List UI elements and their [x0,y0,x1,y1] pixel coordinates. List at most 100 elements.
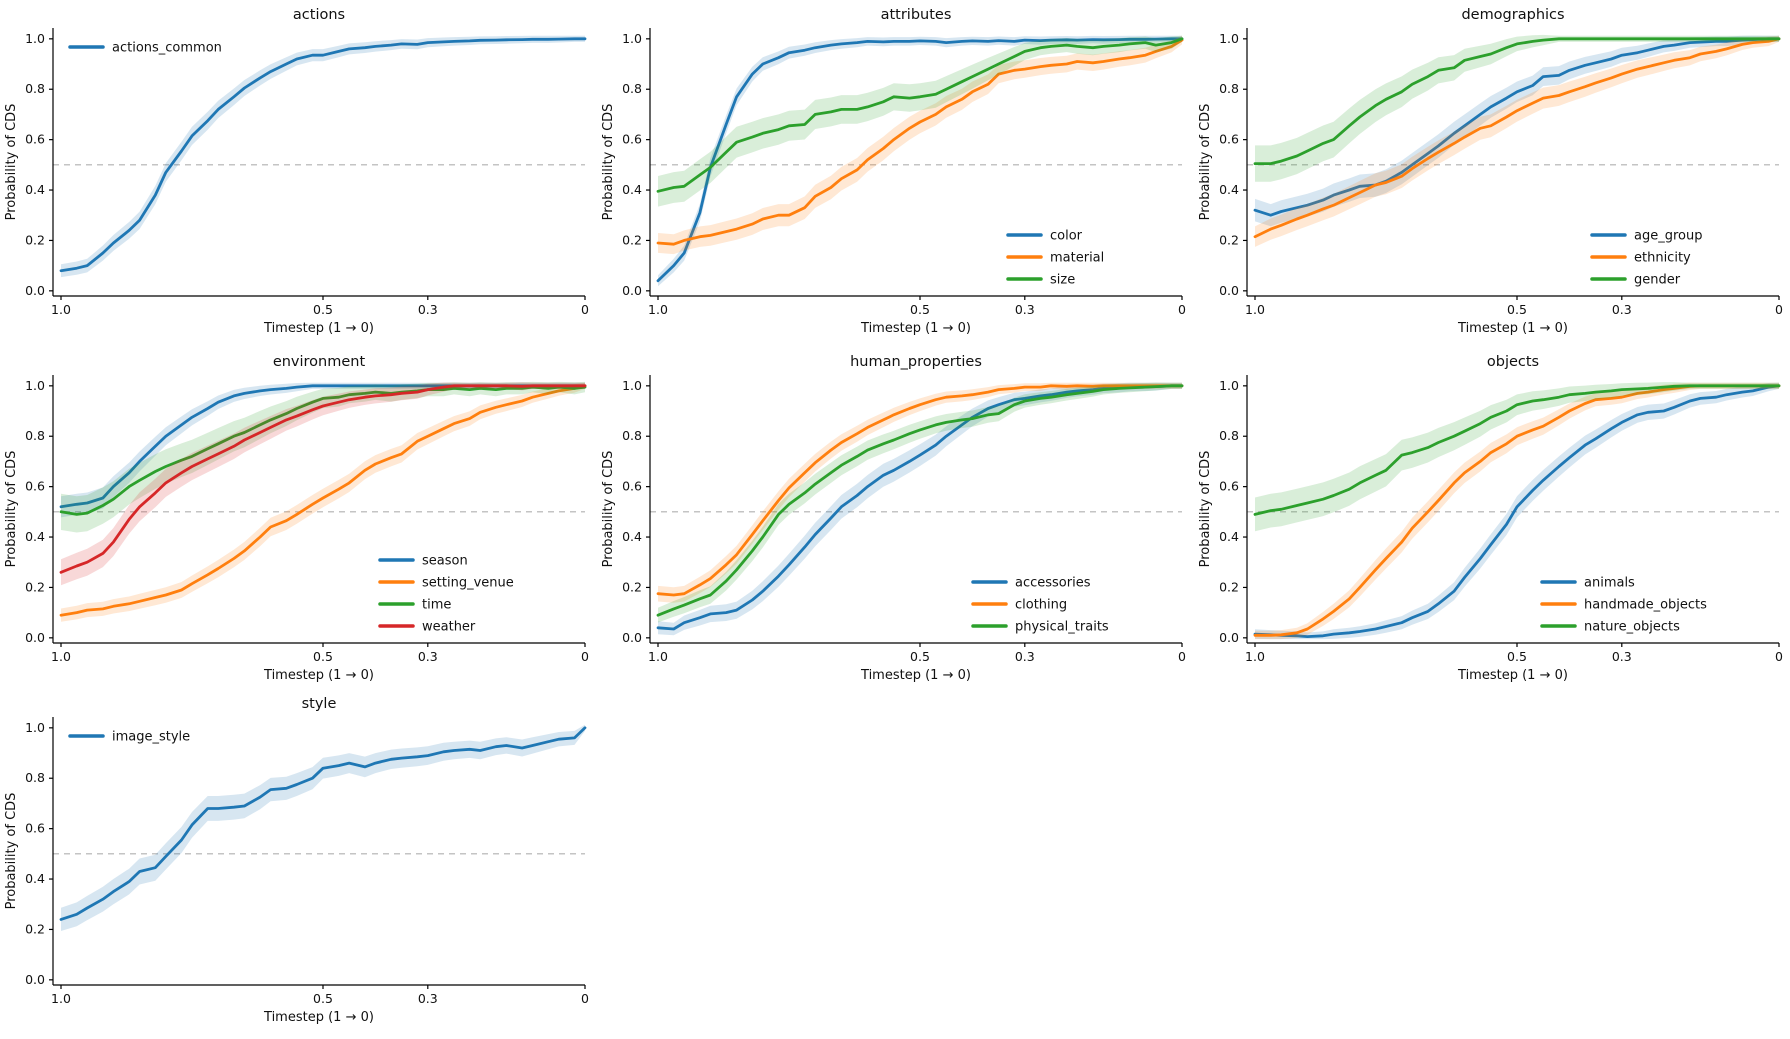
y-tick-label: 0.6 [25,132,45,147]
x-axis-label: Timestep (1 → 0) [263,321,374,336]
x-tick-label: 0.3 [418,649,438,664]
y-tick-label: 0.4 [622,529,642,544]
x-tick-label: 0.3 [1015,302,1035,317]
legend-label-handmade_objects: handmade_objects [1584,598,1707,613]
series-ethnicity [1253,37,1781,239]
band-image_style [61,724,585,931]
x-axis-label: Timestep (1 → 0) [860,321,971,336]
legend: image_style [68,730,190,745]
legend-label-season: season [422,554,468,569]
x-tick-label: 0 [1775,649,1783,664]
y-tick-label: 0.8 [1219,428,1239,443]
series-clothing [656,384,1184,597]
x-tick-label: 1.0 [51,302,71,317]
band-ethnicity [1255,35,1779,247]
band-actions_common [61,35,585,278]
x-axis-label: Timestep (1 → 0) [1457,321,1568,336]
y-tick-label: 0.8 [25,428,45,443]
x-tick-label: 0.3 [1612,649,1632,664]
subplot-title: actions [293,7,345,23]
series-age_group [1253,37,1781,217]
x-tick-label: 0 [1775,302,1783,317]
legend: accessories clothing physical_traits [971,576,1109,635]
x-axis-label: Timestep (1 → 0) [860,668,971,683]
y-tick-label: 0.6 [1219,132,1239,147]
legend-label-material: material [1050,251,1104,266]
x-tick-label: 1.0 [648,649,668,664]
y-tick-label: 0.8 [622,428,642,443]
x-tick-label: 0.5 [910,649,930,664]
x-tick-label: 0.5 [313,991,333,1006]
y-tick-label: 0.4 [25,871,45,886]
series-color [656,37,1184,283]
y-tick-label: 0.6 [1219,479,1239,494]
y-tick-label: 0.6 [622,132,642,147]
y-tick-label: 0.4 [1219,182,1239,197]
series-material [656,38,1184,246]
series-nature_objects [1253,384,1781,516]
subplot-attributes: attributes Probability of CDS 0.0 0.2 0.4 0.6… [601,7,1186,336]
y-tick-label: 0.2 [1219,579,1239,594]
band-gender [1255,34,1779,182]
legend-label-color: color [1050,229,1083,244]
band-size [658,35,1182,207]
y-tick-label: 0.2 [25,921,45,936]
subplot-title: attributes [881,7,952,23]
series-size [656,37,1184,193]
x-tick-label: 0 [581,302,589,317]
band-color [658,35,1182,287]
legend-label-accessories: accessories [1015,576,1091,591]
series-setting_venue [59,384,587,617]
y-tick-label: 0.2 [622,232,642,247]
legend-label-physical_traits: physical_traits [1015,620,1109,635]
subplot-demographics: demographics Probability of CDS 0.0 0.2 0.4 0… [1198,7,1783,336]
y-tick-label: 1.0 [1219,378,1239,393]
legend-label-actions_common: actions_common [112,41,222,56]
y-tick-label: 0.8 [622,81,642,96]
band-animals [1255,382,1779,640]
x-tick-label: 1.0 [51,649,71,664]
subplot-actions: actions Probability of CDS 0.0 0.2 0.4 0.6 0.8… [4,7,589,336]
subplot-objects: objects Probability of CDS 0.0 0.2 0.4 0.6 0.8… [1198,354,1783,683]
y-tick-label: 0.2 [622,579,642,594]
y-tick-label: 0.0 [622,283,642,298]
band-handmade_objects [1255,382,1779,640]
subplot-human_properties: human_properties Probability of CDS 0.0 0.2… [601,354,1186,683]
legend-label-gender: gender [1634,273,1681,288]
y-tick-label: 0.2 [1219,232,1239,247]
subplot-title: style [302,696,337,712]
y-tick-label: 0.6 [25,821,45,836]
y-tick-label: 0.4 [25,182,45,197]
y-tick-label: 0.0 [25,283,45,298]
y-tick-label: 1.0 [25,378,45,393]
y-tick-label: 0.2 [25,232,45,247]
subplot-style: style Probability of CDS 0.0 0.2 0.4 0.6 0.8 1.… [4,696,589,1025]
x-axis-label: Timestep (1 → 0) [263,668,374,683]
series-physical_traits [656,384,1184,617]
legend-label-size: size [1050,273,1075,288]
legend-label-setting_venue: setting_venue [422,576,514,591]
subplot-environment: environment Probability of CDS 0.0 0.2 0.4 0.… [4,354,589,683]
y-tick-label: 1.0 [622,31,642,46]
x-tick-label: 0.5 [1507,302,1527,317]
y-tick-label: 0.0 [1219,283,1239,298]
legend-label-image_style: image_style [112,730,190,745]
series-actions_common [59,37,587,273]
x-tick-label: 0.3 [1015,649,1035,664]
y-tick-label: 0.0 [622,630,642,645]
legend-label-age_group: age_group [1634,229,1702,244]
y-tick-label: 0.4 [1219,529,1239,544]
y-axis-label: Probability of CDS [1198,104,1213,221]
y-axis-label: Probability of CDS [4,104,19,221]
x-tick-label: 1.0 [1245,302,1265,317]
y-tick-label: 1.0 [622,378,642,393]
x-tick-label: 1.0 [648,302,668,317]
y-tick-label: 0.6 [622,479,642,494]
subplot-title: objects [1487,354,1539,370]
series-gender [1253,37,1781,165]
y-axis-label: Probability of CDS [601,104,616,221]
x-tick-label: 0.5 [910,302,930,317]
x-tick-label: 0.5 [1507,649,1527,664]
subplot-title: demographics [1461,7,1564,23]
